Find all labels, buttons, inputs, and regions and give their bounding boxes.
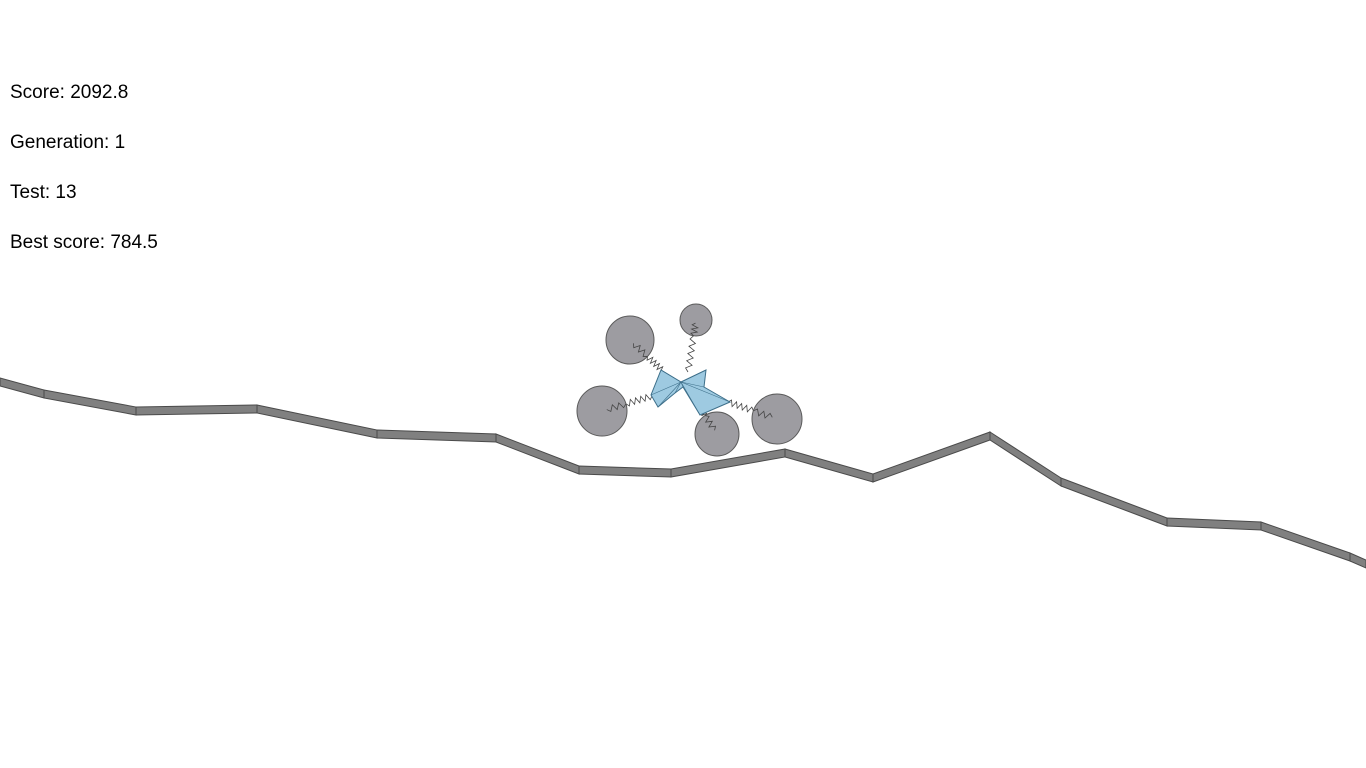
wheel (679, 303, 713, 337)
best-score-value: 784.5 (110, 232, 158, 253)
ground-segment (495, 433, 580, 475)
wheel-inner-spring (633, 343, 648, 357)
body-ray (650, 381, 682, 396)
test-value: 13 (55, 182, 77, 203)
ground-segment (43, 389, 137, 416)
generation-value: 1 (114, 132, 126, 153)
ground-segment (1060, 477, 1168, 527)
ground-segment (256, 404, 378, 439)
car-body-polygon (650, 369, 732, 416)
wheel (694, 411, 740, 457)
spring (685, 335, 697, 373)
ground-segment (1166, 517, 1262, 531)
wheel (576, 385, 628, 437)
body-ray (660, 369, 682, 383)
spring (727, 399, 754, 413)
terrain-track (0, 377, 1366, 569)
spring (646, 356, 665, 374)
generation-label: Generation: (10, 132, 110, 153)
best-score-label: Best score: (10, 232, 106, 253)
ground-segment (872, 431, 991, 483)
ground-segment (784, 448, 874, 483)
score-readout: Score: 2092.8 (10, 82, 128, 104)
car-body (650, 369, 732, 416)
ground-segment (1260, 521, 1351, 562)
wheel (605, 315, 655, 365)
body-ray (674, 381, 682, 394)
body-ray (680, 381, 731, 403)
spring (625, 393, 653, 407)
wheel-inner-spring (690, 322, 700, 337)
wheel-inner-spring (704, 415, 717, 431)
wheel-inner-spring (606, 402, 627, 413)
body-ray (680, 381, 701, 416)
ground-segment (578, 465, 672, 478)
body-ray (680, 369, 707, 383)
ground-segment (989, 431, 1062, 487)
score-label: Score: (10, 82, 65, 103)
score-value: 2092.8 (70, 82, 129, 103)
body-ray (680, 381, 705, 388)
generation-readout: Generation: 1 (10, 132, 125, 154)
test-label: Test: (10, 182, 51, 203)
ground-segment (0, 377, 45, 399)
wheel (751, 393, 803, 445)
best-score-readout: Best score: 784.5 (10, 232, 158, 254)
ground-segment (376, 429, 497, 443)
body-ray (657, 381, 682, 408)
ground-segment (135, 404, 258, 416)
car-wheels (576, 303, 803, 457)
ground-segment (1349, 552, 1366, 569)
wheel-inner-spring (753, 408, 773, 419)
test-readout: Test: 13 (10, 182, 77, 204)
